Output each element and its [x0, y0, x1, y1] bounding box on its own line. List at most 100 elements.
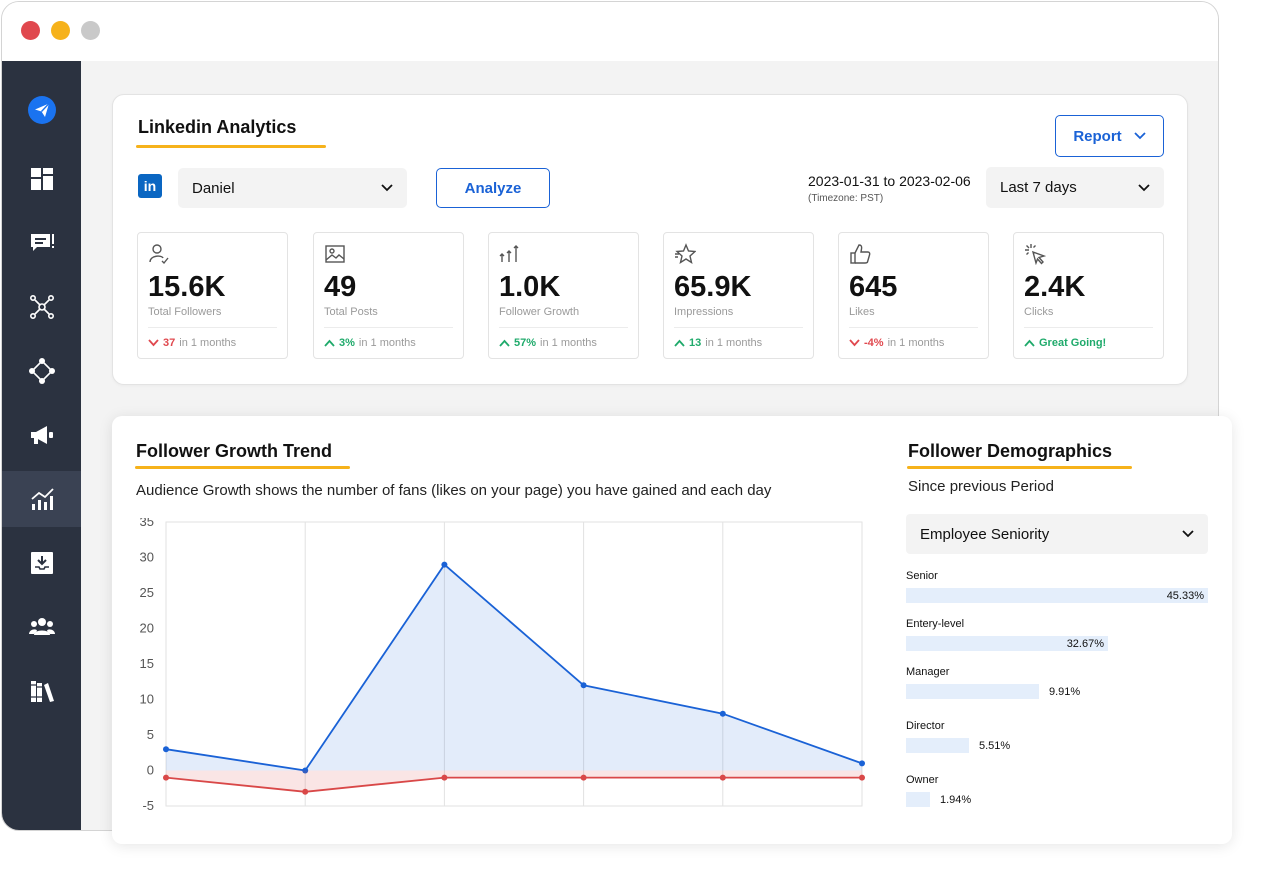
sidebar-item-connections[interactable]: [2, 343, 81, 399]
chevron-down-icon: [1138, 183, 1150, 191]
demographic-value: 45.33%: [1166, 589, 1204, 602]
plot-area: [165, 521, 863, 807]
period-select[interactable]: Last 7 days: [986, 167, 1164, 208]
stat-change: 3% in 1 months: [324, 337, 416, 349]
demographic-bar-track: 32.67%: [906, 636, 1208, 651]
stat-change: -4% in 1 months: [849, 337, 944, 349]
demographic-row: Entery-level 32.67%: [906, 618, 1208, 651]
stat-change-value: Great Going!: [1039, 337, 1107, 349]
y-tick-label: 30: [140, 550, 154, 565]
close-window-button[interactable]: [21, 21, 40, 40]
demographic-bar-track: 5.51%: [906, 738, 1208, 753]
growth-icon: [499, 245, 519, 262]
stat-value: 1.0K: [499, 271, 561, 303]
report-button[interactable]: Report: [1055, 115, 1164, 157]
arrow-up-icon: [324, 339, 335, 347]
maximize-window-button[interactable]: [81, 21, 100, 40]
grid-icon: [30, 168, 53, 190]
sidebar-item-analytics[interactable]: [2, 471, 81, 527]
analyze-button[interactable]: Analyze: [436, 168, 550, 208]
stat-change-value: 3%: [339, 337, 355, 349]
sidebar-logo[interactable]: [2, 82, 81, 138]
demographic-row: Director 5.51%: [906, 720, 1208, 753]
arrow-up-icon: [1024, 339, 1035, 347]
stat-change-value: -4%: [864, 337, 884, 349]
minimize-window-button[interactable]: [51, 21, 70, 40]
demographic-value: 32.67%: [1066, 637, 1104, 650]
demographic-bar: [906, 636, 1108, 651]
stat-change-period: in 1 months: [887, 337, 945, 349]
data-point: [580, 774, 587, 781]
data-point: [859, 760, 865, 767]
demographic-row: Senior 45.33%: [906, 570, 1208, 603]
stat-change-value: 57%: [514, 337, 537, 349]
sidebar: [2, 61, 81, 830]
y-tick-label: 20: [140, 621, 154, 636]
data-point: [719, 774, 726, 781]
demographic-bar-track: 9.91%: [906, 684, 1208, 699]
stat-change-period: in 1 months: [179, 337, 237, 349]
demographic-bar: [906, 738, 969, 753]
stat-change-value: 37: [163, 337, 176, 349]
stat-change: 13 in 1 months: [674, 337, 762, 349]
demographics-subtitle: Since previous Period: [908, 478, 1054, 495]
stat-label: Follower Growth: [499, 306, 580, 318]
arrow-down-icon: [148, 339, 159, 347]
series-line: [165, 563, 863, 772]
demographic-row: Owner 1.94%: [906, 774, 1208, 807]
stat-change: 37 in 1 months: [148, 337, 236, 349]
series-area: [166, 770, 862, 792]
growth-description: Audience Growth shows the number of fans…: [136, 482, 772, 499]
demographic-value: 9.91%: [1049, 685, 1081, 698]
stat-card-total-followers: 15.6K Total Followers 37 in 1 months: [137, 232, 288, 359]
sidebar-item-dashboard[interactable]: [2, 151, 81, 207]
sidebar-item-downloads[interactable]: [2, 535, 81, 591]
demographic-bar-track: 1.94%: [906, 792, 1208, 807]
y-tick-label: 5: [147, 727, 154, 742]
stat-value: 65.9K: [674, 271, 752, 303]
data-point: [163, 746, 169, 753]
y-tick-label: 25: [140, 585, 154, 600]
star-icon: [675, 243, 696, 265]
arrow-down-icon: [849, 339, 860, 347]
y-tick-label: 15: [140, 656, 154, 671]
stat-card-clicks: 2.4K Clicks Great Going!: [1013, 232, 1164, 359]
thumbs-up-icon: [850, 244, 871, 264]
sidebar-item-team[interactable]: [2, 599, 81, 655]
sidebar-item-campaigns[interactable]: [2, 407, 81, 463]
stat-change: 57% in 1 months: [499, 337, 597, 349]
data-point: [441, 561, 448, 568]
demographics-filter-value: Employee Seniority: [920, 525, 1050, 543]
team-icon: [28, 618, 55, 635]
follower-growth-chart: 35 30 25 20 15 10 5 0 -5: [140, 518, 865, 813]
paper-plane-icon: [27, 96, 56, 124]
growth-card: [112, 416, 1232, 844]
demographic-bar-track: 45.33%: [906, 588, 1208, 603]
stat-label: Total Followers: [148, 306, 222, 318]
demographic-name: Director: [906, 720, 945, 732]
stat-card-impressions: 65.9K Impressions 13 in 1 months: [663, 232, 814, 359]
stat-change: Great Going!: [1024, 337, 1106, 349]
chevron-down-icon: [381, 184, 393, 192]
chevron-down-icon: [1182, 530, 1194, 538]
title-underline: [136, 145, 326, 148]
stat-label: Likes: [849, 306, 875, 318]
analytics-icon: [30, 488, 54, 510]
sidebar-item-library[interactable]: [2, 663, 81, 719]
stat-change-value: 13: [689, 337, 702, 349]
stat-label: Impressions: [674, 306, 734, 318]
sidebar-item-messages[interactable]: [2, 215, 81, 271]
data-point: [580, 682, 587, 689]
stat-card-follower-growth: 1.0K Follower Growth 57% in 1 months: [488, 232, 639, 359]
demographic-row: Manager 9.91%: [906, 666, 1208, 699]
nodes-icon: [28, 358, 55, 384]
date-range: 2023-01-31 to 2023-02-06: [808, 173, 971, 189]
stat-change-period: in 1 months: [358, 337, 416, 349]
account-select[interactable]: Daniel: [178, 168, 407, 208]
sidebar-item-network[interactable]: [2, 279, 81, 335]
image-icon: [325, 245, 345, 263]
demographic-name: Senior: [906, 570, 938, 582]
arrow-up-icon: [674, 339, 685, 347]
demographics-filter-select[interactable]: Employee Seniority: [906, 514, 1208, 554]
data-point: [163, 774, 169, 781]
